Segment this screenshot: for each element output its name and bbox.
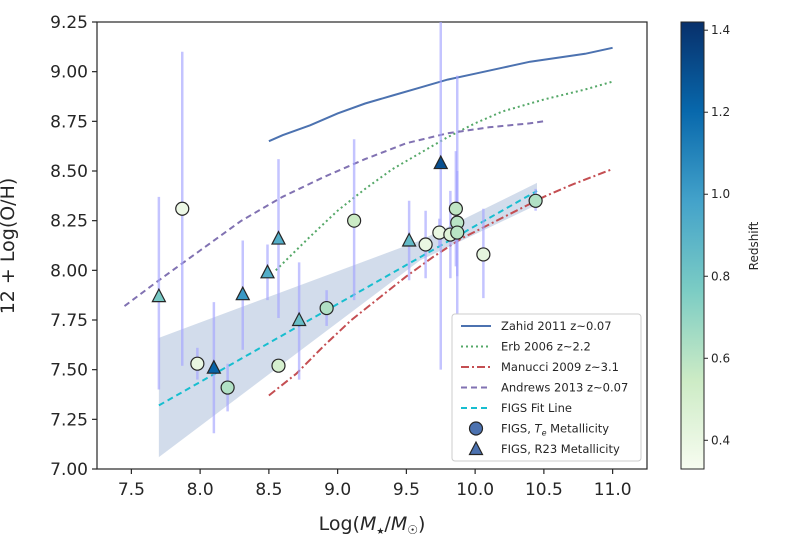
y-tick-label: 7.00 bbox=[50, 460, 88, 480]
colorbar-tick-label: 0.4 bbox=[711, 433, 730, 447]
r23-metallicity-point bbox=[433, 154, 449, 170]
confidence-band-layer bbox=[158, 182, 537, 458]
x-tick-label: 8.0 bbox=[187, 480, 214, 500]
y-tick-label: 8.50 bbox=[50, 162, 88, 182]
colorbar-label: Redshift bbox=[747, 221, 761, 270]
y-tick-label: 8.00 bbox=[50, 261, 88, 281]
legend-label: FIGS, Te Metallicity bbox=[501, 422, 609, 438]
y-tick-label: 7.75 bbox=[50, 311, 88, 331]
x-tick-label: 7.5 bbox=[118, 480, 145, 500]
fit-confidence-band bbox=[158, 182, 537, 458]
y-tick-label: 7.25 bbox=[50, 410, 88, 430]
te-metallicity-point bbox=[220, 380, 235, 395]
y-tick-label: 7.50 bbox=[50, 361, 88, 381]
legend-label: Manucci 2009 z~3.1 bbox=[501, 360, 619, 374]
colorbar-gradient bbox=[680, 21, 705, 470]
te-metallicity-point bbox=[271, 358, 286, 373]
x-axis-ticks: 7.5 8.0 8.5 9.0 9.5 10.0 10.5 11.0 bbox=[118, 469, 632, 500]
y-axis-ticks: 7.00 7.25 7.50 7.75 8.00 8.25 8.50 8.75 9.00 9.25 bbox=[50, 13, 97, 480]
x-tick-label: 8.5 bbox=[255, 480, 282, 500]
te-metallicity-point bbox=[450, 225, 465, 240]
y-tick-label: 8.25 bbox=[50, 212, 88, 232]
data-points-layer bbox=[151, 154, 543, 395]
r23-metallicity-point bbox=[260, 264, 275, 279]
series-line-andrews-2013-z-0-07 bbox=[123, 120, 545, 307]
legend-label: FIGS Fit Line bbox=[501, 401, 572, 415]
te-metallicity-point bbox=[190, 356, 205, 371]
r23-metallicity-point bbox=[291, 311, 307, 327]
x-axis-title: Log(M★/M☉) bbox=[319, 513, 426, 537]
colorbar-tick-label: 1.4 bbox=[711, 23, 730, 37]
y-tick-label: 9.25 bbox=[50, 13, 88, 33]
x-tick-label: 9.5 bbox=[393, 480, 420, 500]
colorbar-tick-label: 0.8 bbox=[711, 269, 730, 283]
r23-metallicity-point bbox=[401, 232, 417, 247]
te-metallicity-point bbox=[528, 193, 543, 208]
x-tick-label: 9.0 bbox=[324, 480, 351, 500]
r23-metallicity-point bbox=[235, 285, 251, 301]
te-metallicity-point bbox=[448, 201, 463, 216]
r23-metallicity-point bbox=[271, 230, 286, 245]
model-lines-layer bbox=[123, 46, 613, 407]
te-metallicity-point bbox=[476, 247, 491, 262]
y-axis-title: 12 + Log(O/H) bbox=[0, 178, 19, 315]
colorbar-tick-label: 0.6 bbox=[711, 351, 730, 365]
series-line-manucci-2009-z-3-1 bbox=[268, 168, 613, 397]
te-metallicity-point bbox=[347, 213, 362, 228]
legend-label: Zahid 2011 z~0.07 bbox=[501, 319, 612, 333]
x-tick-label: 11.0 bbox=[594, 480, 632, 500]
te-metallicity-point bbox=[175, 201, 190, 216]
legend-label: FIGS, R23 Metallicity bbox=[501, 442, 620, 456]
legend-label: Erb 2006 z~2.2 bbox=[501, 340, 591, 354]
colorbar-tick-label: 1.2 bbox=[711, 105, 730, 119]
r23-metallicity-point bbox=[206, 359, 222, 374]
series-line-zahid-2011-z-0-07 bbox=[268, 46, 613, 143]
x-tick-label: 10.0 bbox=[456, 480, 494, 500]
y-tick-label: 9.00 bbox=[50, 63, 88, 83]
x-tick-label: 10.5 bbox=[525, 480, 563, 500]
te-metallicity-point bbox=[418, 237, 433, 252]
colorbar: 0.4 0.6 0.8 1.0 1.2 1.4 Redshift bbox=[680, 21, 761, 470]
y-tick-label: 8.75 bbox=[50, 112, 88, 132]
te-metallicity-point bbox=[319, 300, 334, 316]
series-line-figs-fit-line bbox=[158, 190, 538, 407]
colorbar-tick-label: 1.0 bbox=[711, 187, 730, 201]
r23-metallicity-point bbox=[151, 287, 167, 303]
legend: Zahid 2011 z~0.07 Erb 2006 z~2.2 Manucci 2… bbox=[451, 313, 642, 462]
legend-circle-marker bbox=[468, 421, 484, 436]
legend-box bbox=[451, 313, 642, 462]
legend-label: Andrews 2013 z~0.07 bbox=[501, 381, 628, 395]
legend-triangle-marker bbox=[468, 440, 484, 456]
